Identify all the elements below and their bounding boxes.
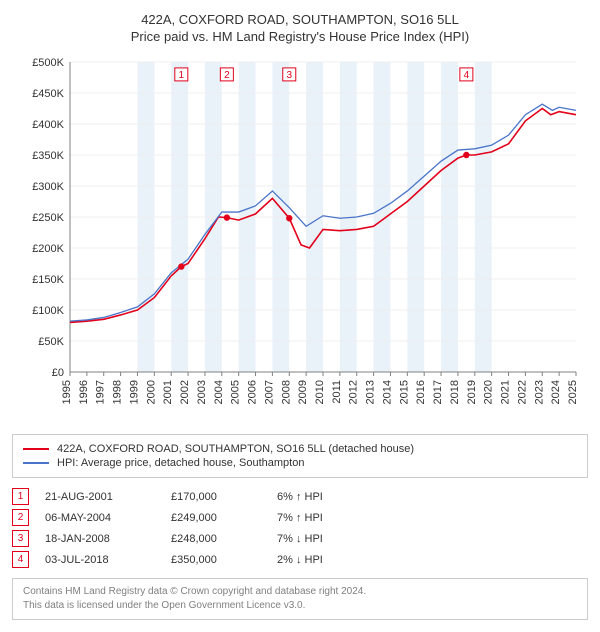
svg-text:£50K: £50K bbox=[38, 336, 64, 348]
transaction-hpi: 6% ↑ HPI bbox=[277, 491, 367, 503]
transaction-marker: 3 bbox=[12, 530, 29, 547]
transaction-price: £248,000 bbox=[171, 533, 261, 545]
svg-text:2010: 2010 bbox=[314, 380, 326, 404]
title-block: 422A, COXFORD ROAD, SOUTHAMPTON, SO16 5L… bbox=[12, 12, 588, 44]
transaction-date: 21-AUG-2001 bbox=[45, 491, 155, 503]
footer-line-1: Contains HM Land Registry data © Crown c… bbox=[23, 585, 577, 599]
table-row: 2 06-MAY-2004 £249,000 7% ↑ HPI bbox=[12, 509, 588, 526]
svg-text:£150K: £150K bbox=[32, 274, 64, 286]
legend-label: 422A, COXFORD ROAD, SOUTHAMPTON, SO16 5L… bbox=[57, 443, 414, 455]
svg-text:£300K: £300K bbox=[32, 181, 64, 193]
transaction-marker: 2 bbox=[12, 509, 29, 526]
legend: 422A, COXFORD ROAD, SOUTHAMPTON, SO16 5L… bbox=[12, 434, 588, 478]
legend-swatch bbox=[23, 462, 49, 464]
svg-text:2015: 2015 bbox=[398, 380, 410, 404]
svg-text:2000: 2000 bbox=[145, 380, 157, 404]
transaction-marker: 4 bbox=[12, 551, 29, 568]
svg-text:4: 4 bbox=[464, 70, 470, 81]
svg-text:1996: 1996 bbox=[78, 380, 90, 404]
transaction-hpi: 7% ↑ HPI bbox=[277, 512, 367, 524]
svg-text:£350K: £350K bbox=[32, 150, 64, 162]
svg-text:£0: £0 bbox=[52, 367, 64, 379]
svg-text:£500K: £500K bbox=[32, 57, 64, 69]
page-subtitle: Price paid vs. HM Land Registry's House … bbox=[12, 29, 588, 44]
footer-line-2: This data is licensed under the Open Gov… bbox=[23, 599, 577, 613]
svg-text:2022: 2022 bbox=[516, 380, 528, 404]
svg-text:2012: 2012 bbox=[348, 380, 360, 404]
transaction-date: 06-MAY-2004 bbox=[45, 512, 155, 524]
transaction-price: £249,000 bbox=[171, 512, 261, 524]
legend-item: HPI: Average price, detached house, Sout… bbox=[23, 457, 577, 469]
page-title: 422A, COXFORD ROAD, SOUTHAMPTON, SO16 5L… bbox=[12, 12, 588, 27]
svg-text:2002: 2002 bbox=[179, 380, 191, 404]
svg-text:2: 2 bbox=[224, 70, 230, 81]
transaction-marker: 1 bbox=[12, 488, 29, 505]
svg-text:2021: 2021 bbox=[500, 380, 512, 404]
chart-container: £0 £50K £100K £150K £200K £250K £300K £350K £400… bbox=[12, 52, 588, 422]
transaction-date: 18-JAN-2008 bbox=[45, 533, 155, 545]
transaction-price: £350,000 bbox=[171, 554, 261, 566]
transaction-hpi: 7% ↓ HPI bbox=[277, 533, 367, 545]
svg-text:2023: 2023 bbox=[533, 380, 545, 404]
svg-text:2007: 2007 bbox=[263, 380, 275, 404]
price-chart: £0 £50K £100K £150K £200K £250K £300K £350K £400… bbox=[12, 52, 588, 422]
svg-text:2001: 2001 bbox=[162, 380, 174, 404]
svg-text:2008: 2008 bbox=[280, 380, 292, 404]
table-row: 3 18-JAN-2008 £248,000 7% ↓ HPI bbox=[12, 530, 588, 547]
svg-text:2020: 2020 bbox=[483, 380, 495, 404]
transaction-hpi: 2% ↓ HPI bbox=[277, 554, 367, 566]
svg-text:£400K: £400K bbox=[32, 119, 64, 131]
svg-text:2011: 2011 bbox=[331, 380, 343, 404]
svg-text:3: 3 bbox=[286, 70, 292, 81]
svg-text:£250K: £250K bbox=[32, 212, 64, 224]
svg-text:2019: 2019 bbox=[466, 380, 478, 404]
svg-text:1: 1 bbox=[179, 70, 185, 81]
legend-label: HPI: Average price, detached house, Sout… bbox=[57, 457, 304, 469]
svg-text:£450K: £450K bbox=[32, 88, 64, 100]
svg-text:2006: 2006 bbox=[247, 380, 259, 404]
svg-text:2014: 2014 bbox=[381, 380, 393, 404]
table-row: 4 03-JUL-2018 £350,000 2% ↓ HPI bbox=[12, 551, 588, 568]
svg-text:2009: 2009 bbox=[297, 380, 309, 404]
svg-text:1999: 1999 bbox=[128, 380, 140, 404]
svg-text:2017: 2017 bbox=[432, 380, 444, 404]
legend-swatch bbox=[23, 448, 49, 450]
svg-text:2013: 2013 bbox=[365, 380, 377, 404]
svg-text:2016: 2016 bbox=[415, 380, 427, 404]
svg-text:2018: 2018 bbox=[449, 380, 461, 404]
transaction-date: 03-JUL-2018 bbox=[45, 554, 155, 566]
svg-text:1997: 1997 bbox=[95, 380, 107, 404]
svg-text:1995: 1995 bbox=[61, 380, 73, 404]
svg-text:2024: 2024 bbox=[550, 380, 562, 404]
svg-text:2005: 2005 bbox=[230, 380, 242, 404]
table-row: 1 21-AUG-2001 £170,000 6% ↑ HPI bbox=[12, 488, 588, 505]
svg-text:1998: 1998 bbox=[112, 380, 124, 404]
transaction-price: £170,000 bbox=[171, 491, 261, 503]
svg-text:£100K: £100K bbox=[32, 305, 64, 317]
svg-text:2003: 2003 bbox=[196, 380, 208, 404]
svg-text:2004: 2004 bbox=[213, 380, 225, 404]
svg-text:£200K: £200K bbox=[32, 243, 64, 255]
svg-text:2025: 2025 bbox=[567, 380, 579, 404]
attribution-footer: Contains HM Land Registry data © Crown c… bbox=[12, 578, 588, 620]
transaction-table: 1 21-AUG-2001 £170,000 6% ↑ HPI 2 06-MAY-2004… bbox=[12, 488, 588, 568]
legend-item: 422A, COXFORD ROAD, SOUTHAMPTON, SO16 5L… bbox=[23, 443, 577, 455]
